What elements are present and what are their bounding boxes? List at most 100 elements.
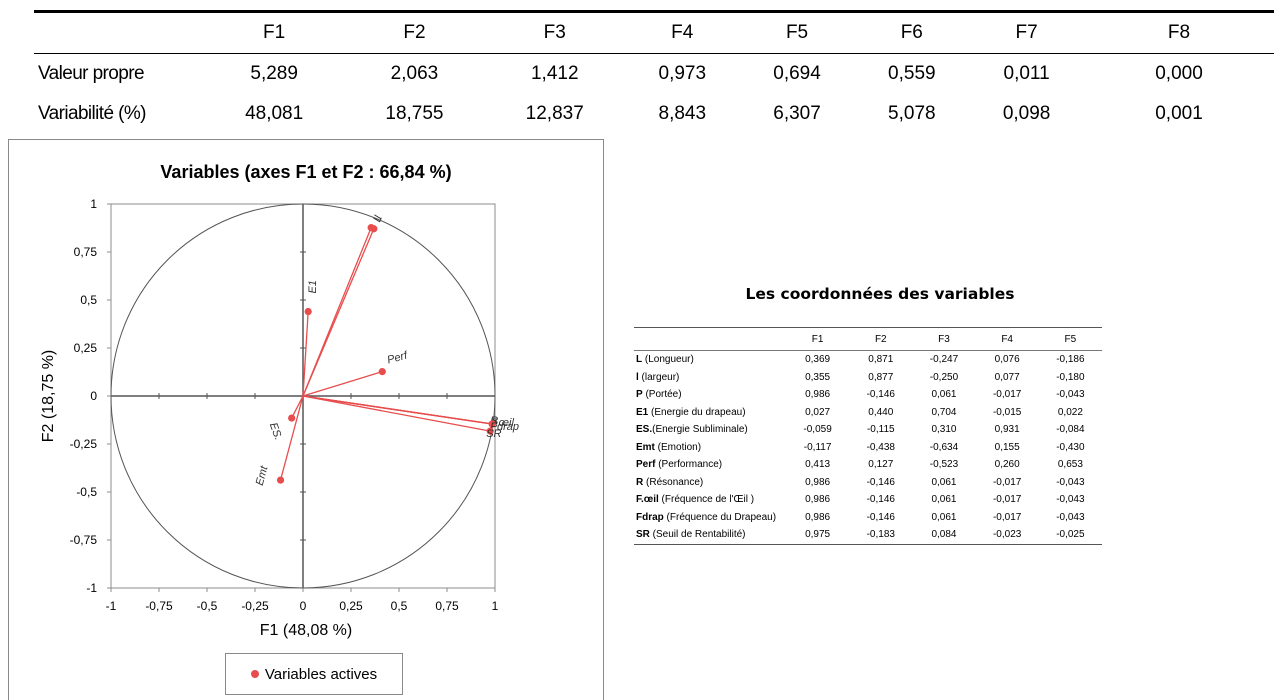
legend-label: Variables actives xyxy=(264,665,378,683)
point-label: R xyxy=(490,415,498,427)
table-row: ES.(Energie Subliminale) -0,059 -0,115 0,31… xyxy=(634,421,1102,439)
table-row: P (Portée) 0,986 -0,146 0,061 -0,017 -0,043 xyxy=(634,386,1102,404)
point-label: ES. xyxy=(267,421,284,442)
table-cell: -0,023 xyxy=(975,526,1039,545)
coordinates-header-f1: F1 xyxy=(786,327,850,351)
y-axis-title: F2 (18,75 %) xyxy=(40,350,57,442)
table-cell: 18,755 xyxy=(385,103,444,124)
table-cell: 0,098 xyxy=(1002,103,1051,124)
table-cell: -0,017 xyxy=(992,476,1022,488)
table-cell: -0,043 xyxy=(1056,389,1085,401)
table-cell: -0,043 xyxy=(1056,476,1085,488)
coordinates-header-blank xyxy=(634,327,786,351)
table-cell: -0,084 xyxy=(1056,424,1085,436)
table-cell: 12,837 xyxy=(525,103,584,124)
variable-abbr: L xyxy=(636,354,643,366)
y-tick-label: -0,25 xyxy=(70,437,98,451)
y-tick-label: -0,5 xyxy=(76,485,97,499)
eigenvalue-header-f3: F3 xyxy=(543,22,566,43)
data-point-e1 xyxy=(304,307,312,316)
table-cell: -0,523 xyxy=(929,459,959,471)
variable-abbr: P xyxy=(636,389,643,401)
coordinates-header-row: F1 F2 F3 F4 F5 xyxy=(634,327,1102,351)
table-row: Fdrap (Fréquence du Drapeau) 0,986 -0,146 0… xyxy=(634,509,1102,527)
point-label: Perf xyxy=(386,349,410,366)
table-cell: -0,115 xyxy=(866,424,895,436)
variable-full-name: (Energie Subliminale) xyxy=(652,424,748,436)
table-cell: 0,061 xyxy=(931,511,957,523)
table-cell: 2,063 xyxy=(390,63,439,84)
table-cell: 0,975 xyxy=(786,526,850,545)
variable-abbr: F.œil xyxy=(636,494,659,506)
variable-abbr: ES. xyxy=(636,424,653,436)
x-tick-label: -0,5 xyxy=(197,599,218,613)
table-cell: -0,117 xyxy=(803,441,832,453)
variable-abbr: E1 xyxy=(636,406,649,418)
table-cell: 5,289 xyxy=(250,63,298,84)
x-tick-label: 0,75 xyxy=(435,599,459,613)
variable-name-cell: Fdrap (Fréquence du Drapeau) xyxy=(634,509,786,527)
y-tick-label: -1 xyxy=(86,581,97,595)
table-cell: 0,877 xyxy=(868,371,894,383)
table-cell: 0,986 xyxy=(805,389,831,401)
x-tick-label: -1 xyxy=(106,599,117,613)
table-cell: 0,061 xyxy=(931,476,957,488)
table-cell: 0,986 xyxy=(805,476,831,488)
y-tick-label: 0 xyxy=(90,389,97,403)
vector-line-sr xyxy=(302,395,491,432)
table-cell: 8,843 xyxy=(658,103,707,124)
table-row: R (Résonance) 0,986 -0,146 0,061 -0,017 -0,04… xyxy=(634,474,1102,492)
variable-name-cell: L (Longueur) xyxy=(634,351,786,369)
eigenvalue-table-region: F1 F2 F3 F4 F5 F6 F7 F8 Valeur propre 5,… xyxy=(0,0,1274,139)
table-cell: -0,146 xyxy=(866,476,895,488)
variable-full-name: (Fréquence de l'Œil ) xyxy=(658,494,755,506)
table-row: l (largeur) 0,355 0,877 -0,250 0,077 -0,180 xyxy=(634,369,1102,387)
table-cell: 0,077 xyxy=(994,371,1020,383)
table-cell: -0,430 xyxy=(1056,441,1085,453)
eigenvalue-header-f7: F7 xyxy=(1015,22,1038,43)
vector-line-l xyxy=(302,227,372,397)
x-tick-label: -0,75 xyxy=(145,599,173,613)
table-cell: 0,027 xyxy=(805,406,831,418)
vector-line-fdrap xyxy=(302,395,493,425)
variable-full-name: (Emotion) xyxy=(654,441,702,453)
point-label: l xyxy=(373,214,385,221)
variable-full-name: (largeur) xyxy=(638,371,680,383)
vector-line-emt xyxy=(279,395,304,481)
variable-abbr: SR xyxy=(636,529,650,541)
table-cell: -0,146 xyxy=(866,389,895,401)
table-cell: -0,015 xyxy=(992,406,1022,418)
coordinates-table-title: Les coordonnées des variables xyxy=(745,285,1015,303)
variable-name-cell: SR (Seuil de Rentabilité) xyxy=(634,526,786,545)
table-cell: -0,438 xyxy=(866,441,895,453)
data-point-l xyxy=(367,224,375,232)
table-cell: 0,084 xyxy=(912,526,976,545)
table-cell: 0,000 xyxy=(1155,63,1203,84)
table-cell: 0,061 xyxy=(931,389,957,401)
table-cell: -0,017 xyxy=(992,494,1022,506)
table-cell: 0,986 xyxy=(805,511,831,523)
variable-abbr: Perf xyxy=(636,459,656,471)
table-cell: 0,653 xyxy=(1057,459,1083,471)
point-label: L xyxy=(371,214,384,224)
correlation-circle-chart: Variables (axes F1 et F2 : 66,84 %) -1 -0… xyxy=(8,139,604,700)
row-label: Variabilité (%) xyxy=(38,103,146,124)
table-row: Perf (Performance) 0,413 0,127 -0,523 0,260 0… xyxy=(634,456,1102,474)
variable-full-name: (Portée) xyxy=(642,389,682,401)
table-cell: -0,146 xyxy=(866,511,895,523)
table-cell: -0,025 xyxy=(1038,526,1102,545)
vector-line-es xyxy=(291,395,304,419)
table-cell: -0,017 xyxy=(992,511,1022,523)
chart-legend: Variables actives xyxy=(225,653,403,695)
variable-full-name: (Longueur) xyxy=(642,354,694,366)
point-label: Emt xyxy=(254,464,271,487)
variability-row: Variabilité (%) 48,081 18,755 12,837 8,8… xyxy=(34,94,1274,134)
table-row: SR (Seuil de Rentabilité) 0,975 -0,183 0,08… xyxy=(634,526,1102,545)
table-cell: -0,634 xyxy=(929,441,959,453)
table-cell: -0,250 xyxy=(929,371,959,383)
table-cell: 0,559 xyxy=(888,63,936,84)
chart-title: Variables (axes F1 et F2 : 66,84 %) xyxy=(160,162,451,182)
table-cell: -0,146 xyxy=(866,494,895,506)
table-cell: -0,043 xyxy=(1056,494,1085,506)
variable-full-name: (Performance) xyxy=(655,459,723,471)
